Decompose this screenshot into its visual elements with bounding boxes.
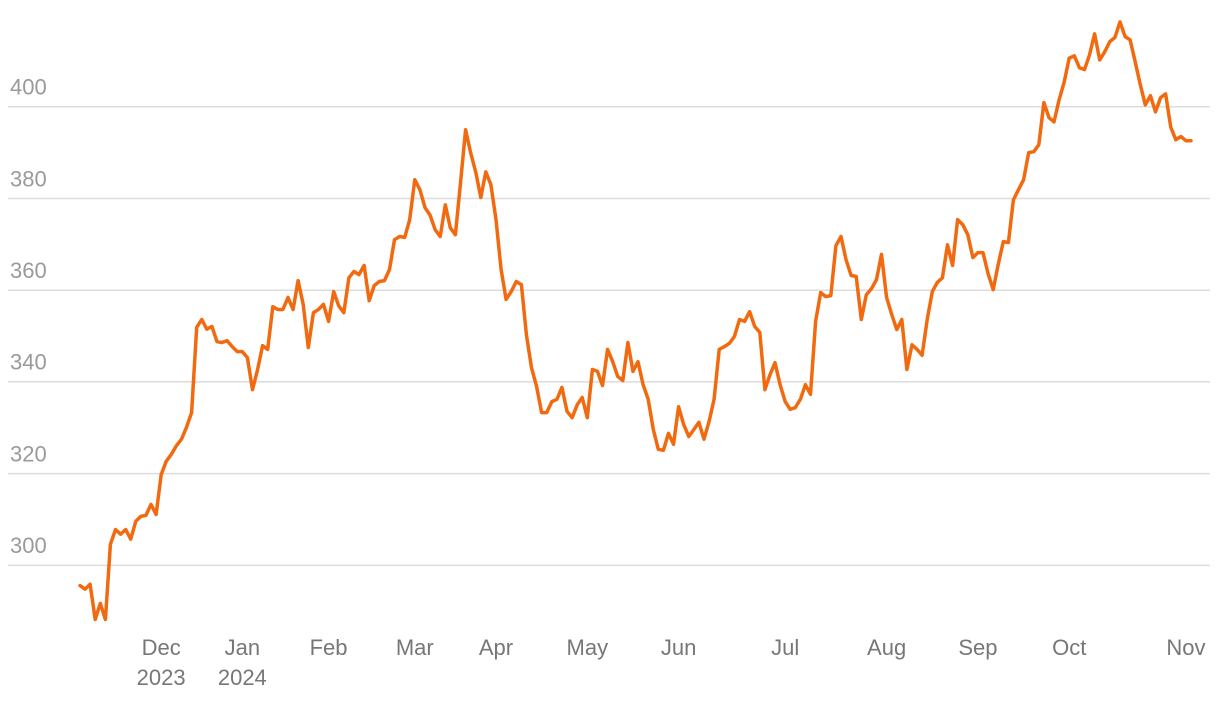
price-line xyxy=(78,20,1193,622)
x-tick-label: Apr xyxy=(478,635,514,660)
y-tick-label: 340 xyxy=(10,350,47,375)
x-tick-label: Oct xyxy=(1052,635,1087,660)
x-tick-label: Feb xyxy=(309,635,348,660)
x-tick-label: Dec 2023 xyxy=(136,635,186,690)
x-tick-label: Nov xyxy=(1166,635,1206,660)
x-tick-label: Jul xyxy=(771,635,800,660)
y-tick-label: 400 xyxy=(10,75,47,100)
y-tick-label: 360 xyxy=(10,258,47,283)
x-tick-label: Aug xyxy=(867,635,907,660)
x-tick-label: Mar xyxy=(395,635,434,660)
x-tick-label: Jun xyxy=(660,635,697,660)
x-tick-label: Sep xyxy=(958,635,998,660)
x-tick-label: Jan 2024 xyxy=(217,635,267,690)
y-tick-label: 320 xyxy=(10,441,47,466)
x-tick-label: May xyxy=(566,635,609,660)
y-tick-label: 300 xyxy=(10,533,47,558)
y-tick-label: 380 xyxy=(10,166,47,191)
